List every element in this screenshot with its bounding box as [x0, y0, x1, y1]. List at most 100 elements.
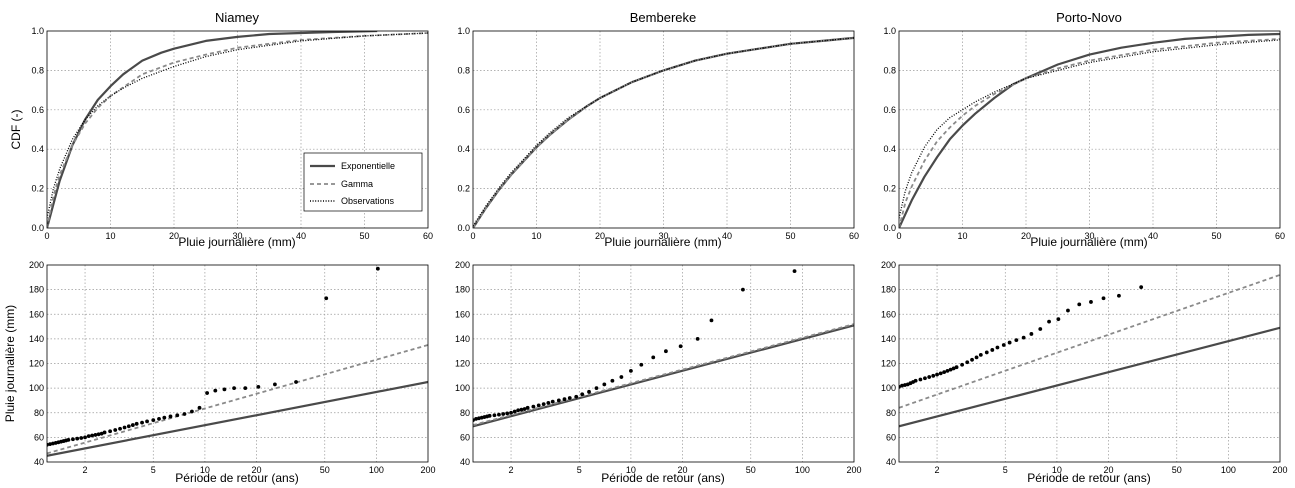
observation-point [923, 376, 927, 381]
observation-point [157, 417, 161, 421]
observation-point [130, 423, 135, 427]
observation-point [145, 419, 149, 424]
observation-point [102, 430, 107, 435]
x-axis-label: Période de retour (ans) [1027, 471, 1150, 485]
x-tick-label: 20 [252, 465, 262, 475]
observation-point [294, 380, 298, 384]
plot-area: 2 5 10 20 50 100 200 40 60 80 100 120 140 160 180 200 [455, 260, 862, 475]
x-axis-label: Période de retour (ans) [601, 471, 724, 485]
observation-point [122, 425, 127, 430]
x-tick-label: 20 [678, 465, 688, 475]
x-axis-label: Pluie journalière (mm) [604, 235, 721, 249]
y-tick-label: 60 [886, 432, 896, 442]
observation-point [1038, 327, 1043, 331]
observation-point [709, 318, 714, 323]
series-layer [47, 266, 428, 457]
observation-point [113, 428, 118, 432]
y-tick-label: 0.4 [31, 144, 44, 154]
x-tick-label: 40 [722, 231, 732, 241]
x-tick-label: 30 [232, 231, 242, 241]
y-tick-label: 120 [455, 359, 470, 369]
series-line-exponentielle [47, 31, 378, 228]
observation-point [205, 391, 210, 395]
plot-frame [46, 30, 429, 229]
observation-point [792, 269, 797, 274]
x-tick-label: 30 [1084, 231, 1094, 241]
observation-point [602, 382, 607, 387]
observation-point [509, 410, 513, 415]
series-layer [473, 269, 854, 428]
observation-point [175, 413, 180, 418]
y-tick-label: 100 [29, 383, 44, 393]
x-tick-label: 50 [1211, 231, 1221, 241]
y-tick-label: 1.0 [31, 26, 44, 36]
observation-point [222, 387, 227, 392]
observation-point [1007, 340, 1012, 345]
observation-point [567, 396, 572, 400]
y-tick-label: 100 [881, 383, 896, 393]
observation-point [995, 345, 1000, 350]
series-layer [473, 36, 854, 228]
series-line-exponentielle [899, 326, 1280, 428]
series-line-gamma [899, 38, 1280, 228]
x-tick-label: 10 [105, 231, 115, 241]
x-tick-label: 30 [658, 231, 668, 241]
x-tick-label: 40 [1148, 231, 1158, 241]
observation-point [741, 287, 745, 292]
x-tick-label: 200 [846, 465, 861, 475]
y-tick-label: 0.6 [31, 105, 44, 115]
x-tick-label: 0 [44, 231, 49, 241]
observation-point [580, 392, 585, 397]
observation-point [978, 352, 983, 357]
x-axis-label: Pluie journalière (mm) [178, 235, 295, 249]
series-line-gamma [47, 344, 428, 455]
x-tick-label: 2 [935, 465, 940, 475]
observation-point [639, 362, 644, 367]
plot-area: 0 10 20 30 40 50 60 0.0 0.2 0.4 0.6 0.8 1.0 [457, 26, 859, 241]
series-line-gamma [47, 32, 428, 228]
plot-frame [472, 264, 855, 463]
observation-point [190, 409, 194, 414]
observation-point [938, 371, 943, 376]
observation-point [474, 417, 478, 421]
y-tick-label: 60 [460, 432, 470, 442]
x-tick-label: 100 [369, 465, 384, 475]
y-tick-label: 80 [34, 408, 44, 418]
observation-point [990, 348, 995, 352]
observation-point [960, 362, 965, 367]
plot-frame [472, 30, 855, 229]
observation-point [984, 350, 989, 355]
y-tick-label: 1.0 [883, 26, 896, 36]
observation-point [497, 412, 501, 417]
observation-point [71, 437, 75, 442]
observation-point [594, 386, 599, 391]
observation-point [256, 384, 261, 389]
observation-point [519, 407, 524, 412]
plot-area: 0 10 20 30 40 50 60 0.0 0.2 0.4 0.6 0.8 1.0 [31, 26, 433, 241]
observation-point [48, 442, 52, 447]
y-tick-label: 100 [455, 383, 470, 393]
panel-porto-novo-return-period: Période de retour (ans) 2 5 10 20 50 100 200 40… [881, 260, 1288, 485]
observation-point [951, 366, 956, 371]
legend-label-gamma: Gamma [341, 179, 373, 189]
x-tick-label: 60 [423, 231, 433, 241]
observation-point [931, 373, 936, 378]
panel-bembereke-cdf: Bembereke Pluie journalière (mm) 0 10 20 30… [457, 10, 859, 249]
series-line-observations [47, 32, 428, 219]
y-tick-label: 200 [455, 260, 470, 270]
observation-point [96, 432, 101, 437]
plot-frame [898, 264, 1281, 463]
observation-point [945, 368, 950, 373]
y-tick-label: 80 [886, 408, 896, 418]
x-tick-label: 60 [1275, 231, 1285, 241]
y-tick-label: 0.6 [457, 105, 470, 115]
observation-point [126, 424, 131, 429]
observation-point [516, 408, 521, 413]
x-tick-label: 200 [1272, 465, 1287, 475]
x-tick-label: 20 [1021, 231, 1031, 241]
plot-frame [46, 264, 429, 463]
observation-point [913, 378, 918, 383]
x-tick-label: 20 [169, 231, 179, 241]
series-layer [899, 32, 1280, 228]
y-tick-label: 0.0 [883, 223, 896, 233]
